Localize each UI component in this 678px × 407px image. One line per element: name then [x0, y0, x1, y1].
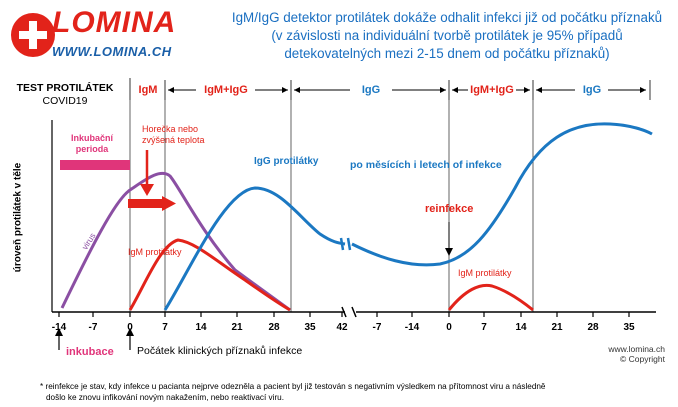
x-tick-label: 7	[481, 322, 487, 333]
symptom-onset-label: Počátek klinických příznaků infekce	[137, 345, 303, 357]
phase-label-igm: IgM	[138, 84, 158, 96]
credits: www.lomina.ch © Copyright	[585, 344, 665, 364]
credits-url[interactable]: www.lomina.ch	[608, 344, 665, 354]
x-tick-label: -14	[51, 322, 67, 333]
x-tick-label: 14	[195, 322, 207, 333]
igg-curve-long	[351, 122, 653, 267]
red-cross-icon	[11, 13, 55, 57]
incubation-label: inkubace	[66, 346, 114, 358]
igm-curve-2	[447, 283, 534, 312]
phase-label-igm-igg: IgM+IgG	[204, 84, 248, 96]
footnote-line-1: * reinfekce je stav, kdy infekce u pacia…	[40, 382, 546, 391]
footnote: * reinfekce je stav, kdy infekce u pacia…	[40, 382, 660, 403]
title-line-2: (v závislosti na individuální tvorbě pro…	[271, 28, 623, 43]
igm-label-2: IgM protilátky	[458, 268, 512, 278]
x-tick-label: 14	[515, 322, 527, 333]
logo-url[interactable]: WWW.LOMINA.CH	[52, 44, 172, 59]
x-tick-label: 35	[304, 322, 316, 333]
incubation-bar	[60, 160, 130, 170]
x-tick-label: 0	[127, 322, 133, 333]
igg-curve	[163, 186, 346, 311]
title-line-1: IgM/IgG detektor protilátek dokáže odhal…	[231, 10, 663, 25]
x-tick-label: 21	[551, 322, 563, 333]
credits-copyright: © Copyright	[619, 354, 665, 364]
x-tick-label: -7	[372, 322, 382, 333]
phase-label-igm-igg-2: IgM+IgG	[470, 84, 514, 96]
x-tick-label: 7	[162, 322, 168, 333]
fever-bar	[128, 199, 162, 208]
x-tick-label: 35	[623, 322, 635, 333]
virus-curve	[60, 171, 291, 312]
incubation-period-label: Inkubační perioda	[70, 133, 113, 154]
test-label-line-1: TEST PROTILÁTEK	[16, 82, 114, 94]
phase-label-igg: IgG	[361, 84, 381, 96]
igm-label-1: IgM protilátky	[128, 247, 182, 257]
title-line-3: detekovatelných mezi 2-15 dnem od počátk…	[284, 46, 610, 61]
phase-bar	[129, 78, 651, 100]
page-title: IgM/IgG detektor protilátek dokáže odhal…	[222, 9, 672, 63]
igg-label: IgG protilátky	[254, 156, 319, 167]
logo: LOMINA WWW.LOMINA.CH	[8, 6, 218, 66]
axis-break	[341, 306, 357, 318]
reinfection-label: reinfekce	[425, 203, 474, 215]
test-label: TEST PROTILÁTEK COVID19	[6, 82, 124, 108]
phase-label-igg-2: IgG	[582, 84, 602, 96]
footnote-line-2: došlo ke znovu infikování novým nakažení…	[46, 392, 285, 402]
fever-label: Horečka nebo zvýšená teplota	[142, 124, 205, 145]
x-tick-label: 28	[587, 322, 599, 333]
x-tick-label: 0	[446, 322, 452, 333]
x-tick-label: -14	[404, 322, 420, 333]
x-tick-label: -7	[88, 322, 98, 333]
x-tick-label: 21	[231, 322, 243, 333]
x-tick-label: 28	[268, 322, 280, 333]
test-label-line-2: COVID19	[42, 95, 88, 107]
igg-curve-break	[339, 237, 352, 251]
months-label: po měsících i letech of infekce	[350, 159, 502, 171]
logo-name: LOMINA	[52, 6, 177, 39]
x-tick-label: 42	[336, 322, 348, 333]
